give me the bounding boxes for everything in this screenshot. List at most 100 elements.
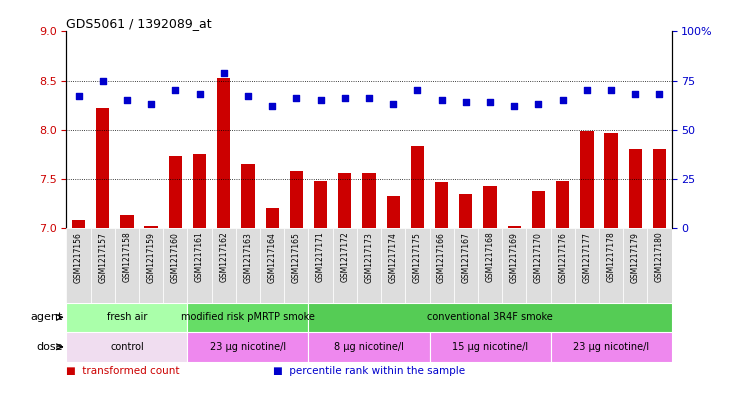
Bar [187, 303, 308, 332]
Point [145, 101, 157, 107]
Text: GSM1217164: GSM1217164 [268, 231, 277, 283]
Bar [478, 228, 502, 303]
Bar [647, 228, 672, 303]
Point [339, 95, 351, 101]
Text: GSM1217158: GSM1217158 [123, 231, 131, 283]
Point [97, 77, 108, 84]
Bar [338, 173, 351, 228]
Bar [653, 149, 666, 228]
Bar [532, 191, 545, 228]
Text: GSM1217161: GSM1217161 [195, 231, 204, 283]
Bar [333, 228, 357, 303]
Point [533, 101, 545, 107]
Bar [284, 228, 308, 303]
Text: conventional 3R4F smoke: conventional 3R4F smoke [427, 312, 553, 322]
Text: control: control [110, 342, 144, 352]
Bar [526, 228, 551, 303]
Point [314, 97, 326, 103]
Text: GSM1217175: GSM1217175 [413, 231, 422, 283]
Text: GSM1217157: GSM1217157 [98, 231, 107, 283]
Point [630, 91, 641, 97]
Text: modified risk pMRTP smoke: modified risk pMRTP smoke [181, 312, 315, 322]
Bar [556, 181, 569, 228]
Bar [599, 228, 623, 303]
Bar [91, 228, 115, 303]
Text: GSM1217176: GSM1217176 [558, 231, 567, 283]
Bar [169, 156, 182, 228]
Bar [66, 332, 187, 362]
Text: 15 μg nicotine/l: 15 μg nicotine/l [452, 342, 528, 352]
Text: GSM1217162: GSM1217162 [219, 231, 228, 283]
Point [484, 99, 496, 105]
Bar [508, 226, 521, 228]
Text: ■  percentile rank within the sample: ■ percentile rank within the sample [273, 366, 465, 376]
Text: GSM1217159: GSM1217159 [147, 231, 156, 283]
Bar [411, 146, 424, 228]
Point [170, 87, 182, 94]
Bar [362, 173, 376, 228]
Text: GSM1217166: GSM1217166 [437, 231, 446, 283]
Text: GSM1217165: GSM1217165 [292, 231, 301, 283]
Bar [623, 228, 647, 303]
Point [242, 93, 254, 99]
Bar [236, 228, 260, 303]
Bar [217, 78, 230, 228]
Bar [266, 208, 279, 228]
Point [291, 95, 303, 101]
Text: GSM1217174: GSM1217174 [389, 231, 398, 283]
Text: GSM1217173: GSM1217173 [365, 231, 373, 283]
Point [412, 87, 424, 94]
Text: GSM1217169: GSM1217169 [510, 231, 519, 283]
Point [387, 101, 399, 107]
Point [266, 103, 278, 109]
Bar [483, 186, 497, 228]
Point [654, 91, 666, 97]
Text: GSM1217168: GSM1217168 [486, 231, 494, 283]
Bar [580, 130, 593, 228]
Text: GSM1217167: GSM1217167 [461, 231, 470, 283]
Bar [308, 228, 333, 303]
Bar [308, 303, 672, 332]
Bar [308, 332, 430, 362]
Text: ■  transformed count: ■ transformed count [66, 366, 180, 376]
Text: GSM1217177: GSM1217177 [582, 231, 591, 283]
Point [460, 99, 472, 105]
Text: GSM1217178: GSM1217178 [607, 231, 615, 283]
Bar [551, 332, 672, 362]
Bar [96, 108, 109, 228]
Text: GDS5061 / 1392089_at: GDS5061 / 1392089_at [66, 17, 212, 30]
Bar [454, 228, 478, 303]
Point [121, 97, 133, 103]
Bar [575, 228, 599, 303]
Point [435, 97, 447, 103]
Point [556, 97, 568, 103]
Bar [405, 228, 430, 303]
Bar [435, 182, 448, 228]
Text: GSM1217160: GSM1217160 [171, 231, 180, 283]
Text: dose: dose [36, 342, 63, 352]
Point [508, 103, 520, 109]
Bar [193, 154, 206, 228]
Text: GSM1217180: GSM1217180 [655, 231, 664, 283]
Bar [604, 133, 618, 228]
Point [605, 87, 617, 94]
Bar [459, 194, 472, 228]
Point [193, 91, 205, 97]
Bar [551, 228, 575, 303]
Text: GSM1217170: GSM1217170 [534, 231, 543, 283]
Bar [139, 228, 163, 303]
Bar [212, 228, 236, 303]
Bar [314, 181, 327, 228]
Bar [72, 220, 85, 228]
Bar [260, 228, 284, 303]
Point [72, 93, 84, 99]
Point [218, 70, 230, 76]
Bar [387, 196, 400, 228]
Bar [163, 228, 187, 303]
Text: GSM1217179: GSM1217179 [631, 231, 640, 283]
Bar [145, 226, 158, 228]
Bar [430, 332, 551, 362]
Bar [241, 164, 255, 228]
Bar [357, 228, 381, 303]
Text: 23 μg nicotine/l: 23 μg nicotine/l [573, 342, 649, 352]
